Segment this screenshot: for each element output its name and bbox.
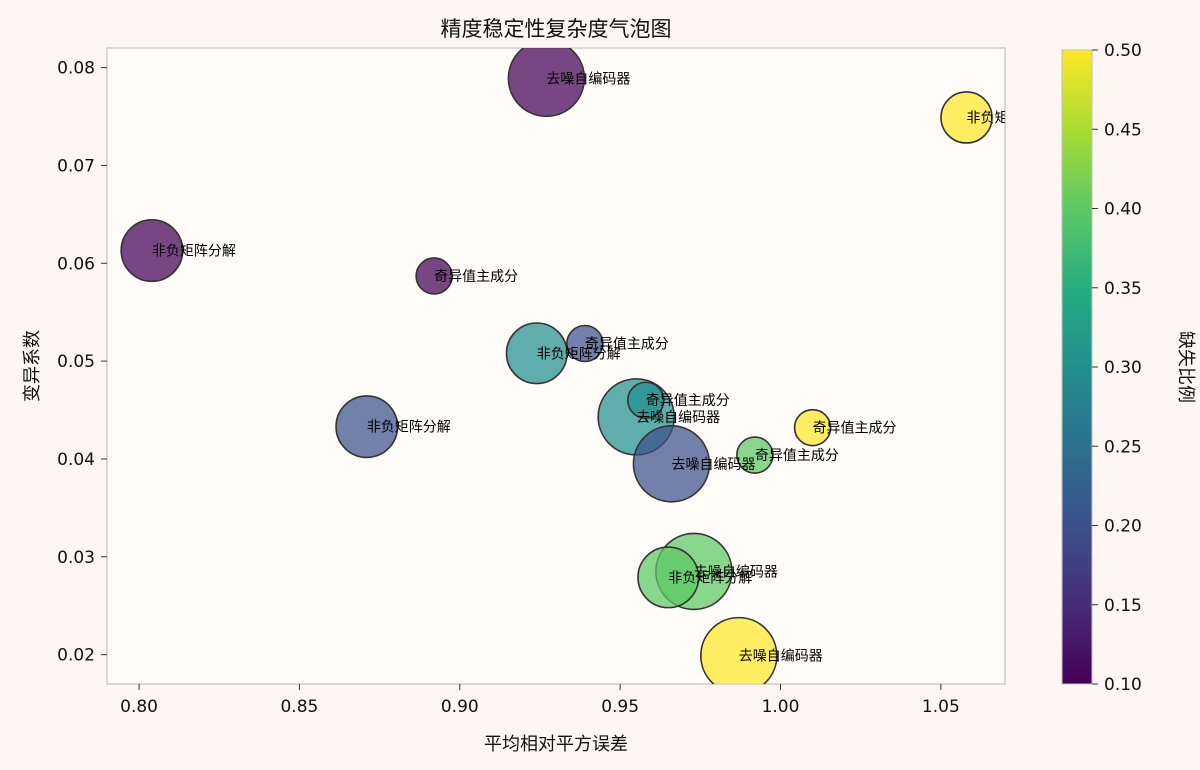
y-tick-label: 0.02 (57, 646, 95, 666)
bubble-label: 非负矩阵分解 (537, 346, 621, 362)
colorbar-tick-label: 0.30 (1104, 358, 1142, 378)
x-tick-label: 0.90 (441, 697, 479, 717)
colorbar-tick-label: 0.15 (1104, 596, 1142, 616)
bubble-label: 奇异值主成分 (434, 268, 518, 285)
bubble-label: 去噪自编码器 (739, 649, 823, 665)
bubble-label: 奇异值主成分 (755, 447, 839, 464)
bubble-label: 非负矩阵分解 (668, 570, 752, 586)
bubble (566, 324, 604, 363)
y-tick-label: 0.04 (57, 450, 95, 470)
bubble (415, 257, 453, 295)
colorbar-tick-label: 0.10 (1104, 675, 1142, 695)
x-tick-label: 1.05 (922, 697, 960, 717)
bubble-label: 去噪自编码器 (694, 564, 778, 580)
colorbar-label: 缺失比例 (1175, 331, 1196, 403)
bubble (626, 381, 665, 420)
bubble (736, 436, 774, 474)
chart-title: 精度稳定性复杂度气泡图 (441, 17, 672, 41)
bubble-layer (120, 48, 993, 684)
y-tick-label: 0.08 (57, 59, 95, 79)
y-axis-title: 变异系数 (22, 330, 43, 402)
bubble-label: 非负矩阵分解 (152, 244, 236, 260)
x-tick-label: 1.00 (762, 697, 800, 717)
colorbar-tick-label: 0.20 (1104, 517, 1142, 537)
x-tick-label: 0.85 (280, 697, 318, 717)
bubble-label: 去噪自编码器 (636, 410, 720, 426)
bubble (507, 48, 586, 118)
y-tick-label: 0.05 (57, 352, 95, 372)
bubble (940, 91, 993, 144)
colorbar-axis: 0.10 0.15 0.20 0.25 0.30 0.35 0.40 0.45 0.50 (1092, 41, 1142, 695)
bubble (120, 219, 184, 283)
colorbar-tick-label: 0.50 (1104, 41, 1142, 61)
point-label-layer: 去噪自编码器非负矩阵分解非负矩阵分解奇异值主成分非负矩阵分解奇异值主成分非负矩阵… (152, 71, 1051, 665)
x-tick-label: 0.80 (120, 697, 158, 717)
bubble-label: 奇异值主成分 (585, 335, 669, 352)
bubble (505, 322, 568, 385)
bubble (637, 546, 700, 609)
y-tick-label: 0.03 (57, 548, 95, 568)
x-axis: 0.80 0.85 0.90 0.95 1.00 1.05 (120, 684, 960, 717)
y-axis: 0.02 0.03 0.04 0.05 0.06 0.07 0.08 (57, 59, 107, 666)
colorbar-tick-label: 0.45 (1104, 120, 1142, 140)
y-tick-label: 0.06 (57, 254, 95, 274)
bubble (793, 408, 832, 447)
bubble (700, 616, 778, 684)
bubble (335, 395, 399, 459)
colorbar-tick-label: 0.35 (1104, 279, 1142, 299)
x-tick-label: 0.95 (601, 697, 639, 717)
bubble-label: 奇异值主成分 (813, 420, 897, 437)
y-tick-label: 0.07 (57, 156, 95, 176)
bubble-label: 非负矩阵分解 (367, 420, 451, 436)
bubble (632, 425, 711, 503)
x-axis-title: 平均相对平方误差 (484, 734, 628, 755)
colorbar (1061, 49, 1093, 685)
bubble-label: 去噪自编码器 (546, 71, 630, 87)
bubble-label: 去噪自编码器 (671, 457, 755, 473)
colorbar-tick-label: 0.40 (1104, 200, 1142, 220)
bubble-label: 非负矩阵分解 (967, 110, 1051, 126)
bubble-label: 奇异值主成分 (646, 392, 730, 409)
colorbar-tick-label: 0.25 (1104, 437, 1142, 457)
